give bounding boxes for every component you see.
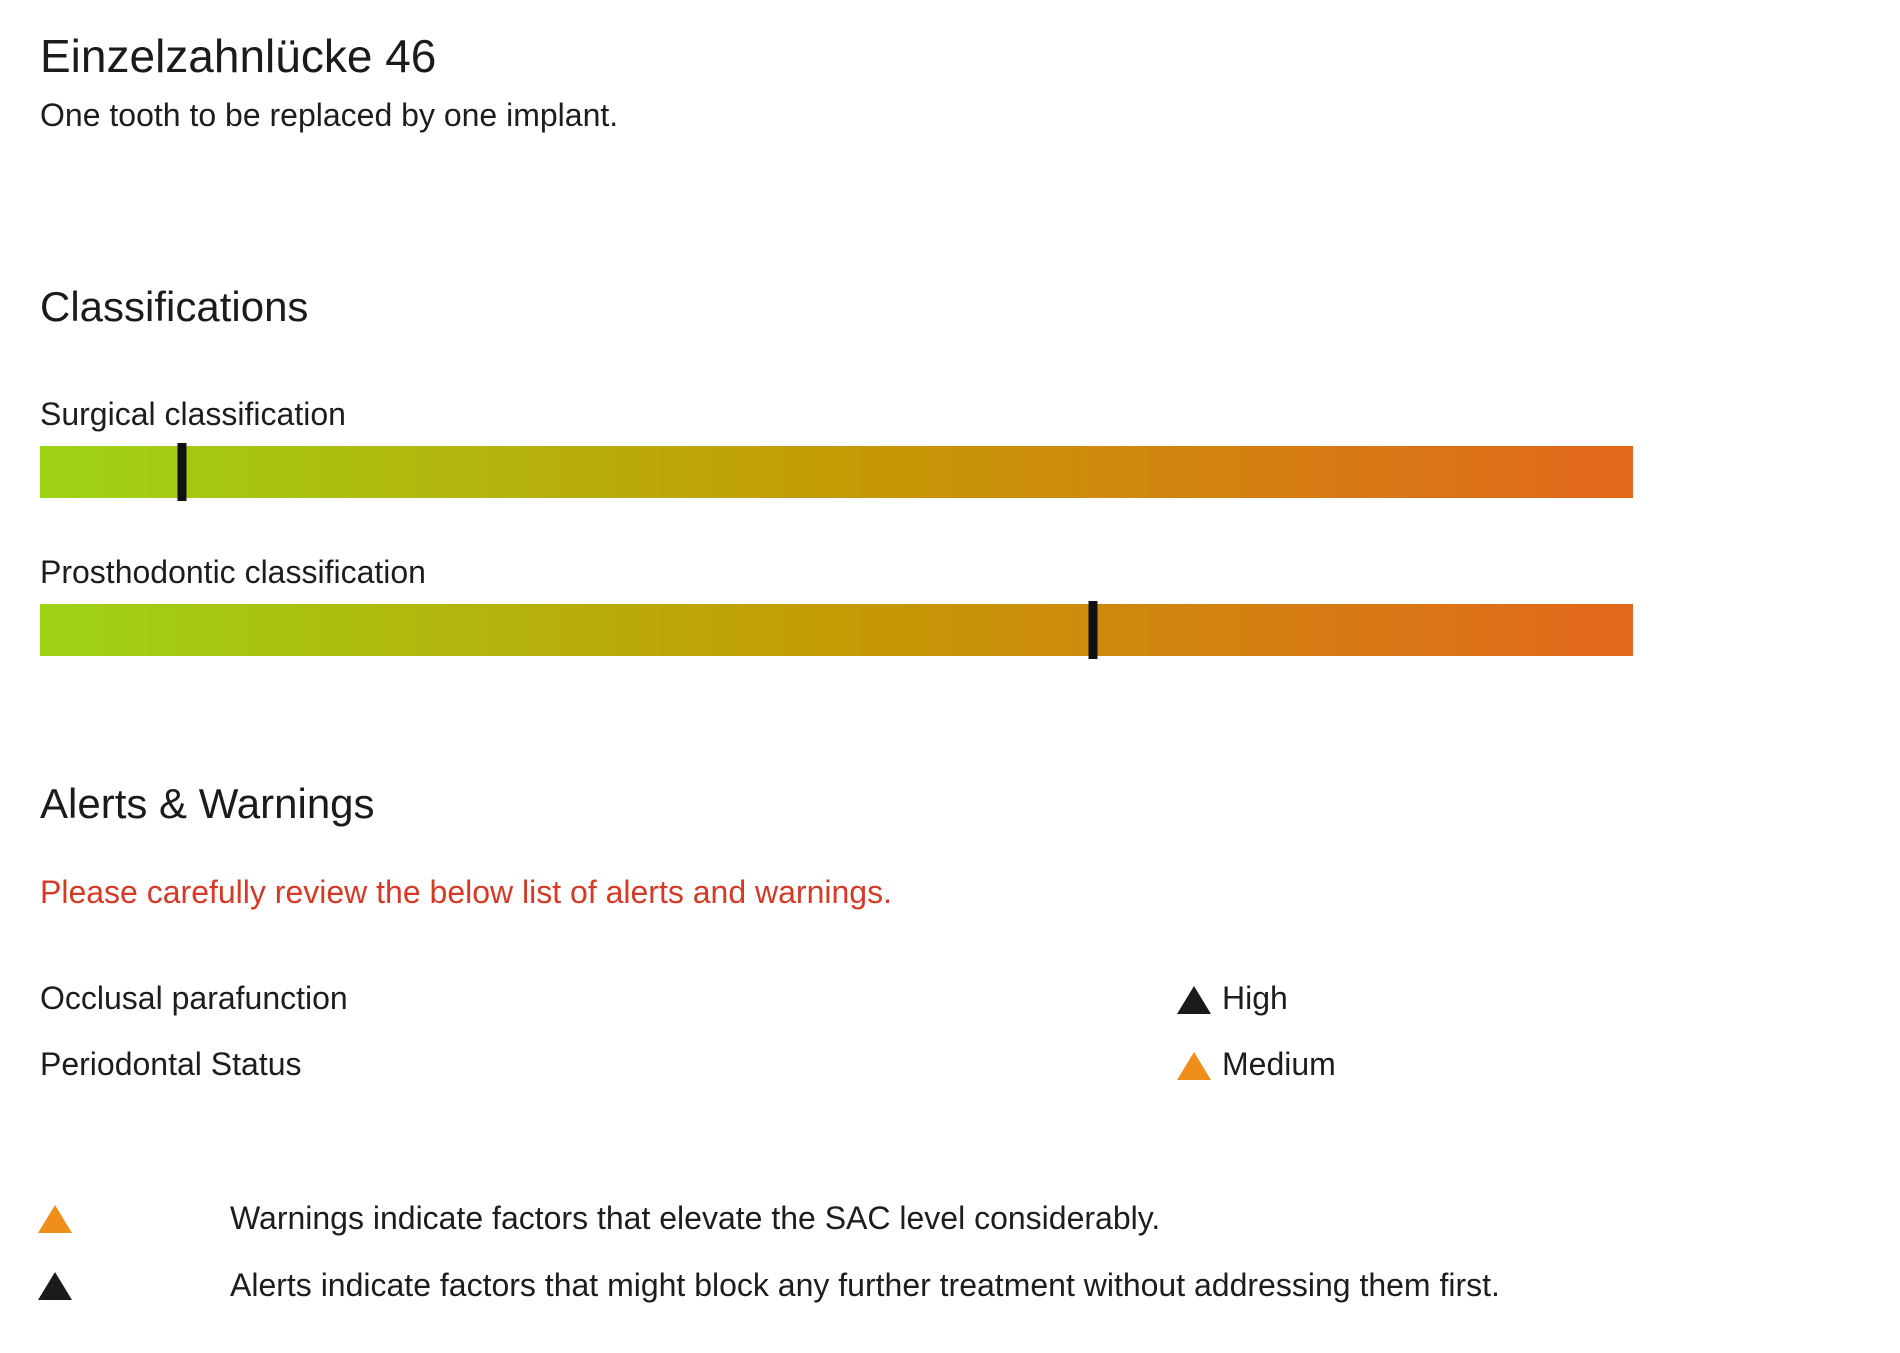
surgical-classification-label: Surgical classification	[40, 396, 346, 432]
warning-triangle-icon	[38, 1205, 72, 1233]
legend-warning-text: Warnings indicate factors that elevate t…	[230, 1200, 1161, 1236]
prosthodontic-classification-scale	[40, 601, 1633, 659]
alerts-warnings-heading: Alerts & Warnings	[40, 780, 375, 827]
legend-row: Warnings indicate factors that elevate t…	[0, 1200, 1900, 1246]
alert-row: Periodontal Status Medium	[0, 1046, 1900, 1090]
legend-row: Alerts indicate factors that might block…	[0, 1267, 1900, 1313]
prosthodontic-classification-label: Prosthodontic classification	[40, 554, 426, 590]
prosthodontic-classification-marker	[1088, 601, 1098, 659]
alert-triangle-icon	[38, 1272, 72, 1300]
alert-item-label: Occlusal parafunction	[40, 980, 348, 1016]
alert-triangle-icon	[1177, 986, 1211, 1014]
alert-item-label: Periodontal Status	[40, 1046, 302, 1082]
page-title: Einzelzahnlücke 46	[40, 30, 437, 82]
alert-row: Occlusal parafunction High	[0, 980, 1900, 1024]
surgical-classification-scale	[40, 443, 1633, 501]
alerts-notice-text: Please carefully review the below list o…	[40, 874, 892, 910]
classifications-heading: Classifications	[40, 283, 309, 330]
legend-alert-text: Alerts indicate factors that might block…	[230, 1267, 1500, 1303]
warning-triangle-icon	[1177, 1052, 1211, 1080]
alert-item-level: Medium	[1222, 1046, 1336, 1082]
alert-item-level: High	[1222, 980, 1288, 1016]
page-subtitle: One tooth to be replaced by one implant.	[40, 97, 619, 133]
surgical-classification-marker	[177, 443, 187, 501]
